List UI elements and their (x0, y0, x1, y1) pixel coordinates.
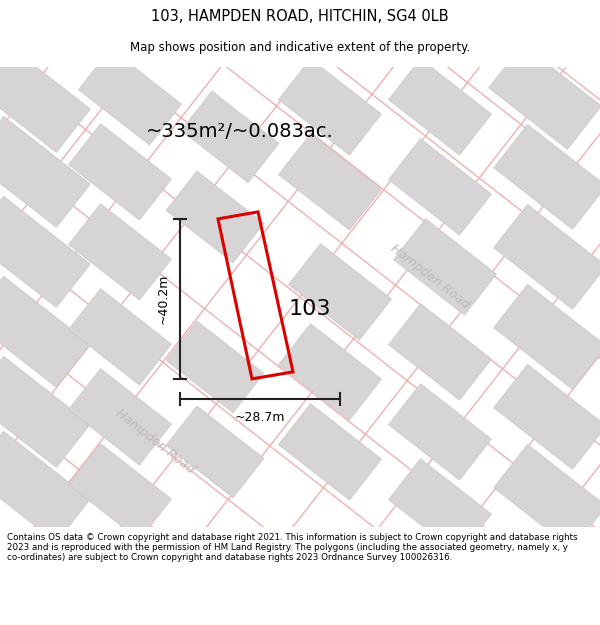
Polygon shape (289, 244, 391, 340)
Polygon shape (166, 171, 264, 262)
Polygon shape (389, 459, 491, 555)
Polygon shape (68, 204, 172, 300)
Text: ~40.2m: ~40.2m (157, 274, 170, 324)
Polygon shape (494, 204, 600, 309)
Polygon shape (394, 219, 496, 315)
Polygon shape (0, 41, 90, 152)
Text: Hampden Road: Hampden Road (388, 242, 472, 312)
Polygon shape (0, 356, 90, 468)
Polygon shape (494, 124, 600, 229)
Polygon shape (68, 124, 172, 220)
Polygon shape (166, 406, 264, 498)
Text: Contains OS data © Crown copyright and database right 2021. This information is : Contains OS data © Crown copyright and d… (7, 532, 578, 562)
Polygon shape (494, 444, 600, 549)
Text: Hampden Road: Hampden Road (113, 407, 197, 477)
Polygon shape (389, 304, 491, 400)
Polygon shape (278, 324, 382, 420)
Polygon shape (494, 364, 600, 469)
Text: Map shows position and indicative extent of the property.: Map shows position and indicative extent… (130, 41, 470, 54)
Text: ~335m²/~0.083ac.: ~335m²/~0.083ac. (146, 122, 334, 141)
Polygon shape (0, 276, 90, 388)
Polygon shape (389, 59, 491, 155)
Polygon shape (68, 444, 172, 540)
Polygon shape (494, 284, 600, 389)
Polygon shape (68, 289, 172, 385)
Text: 103: 103 (289, 299, 331, 319)
Polygon shape (278, 134, 382, 230)
Polygon shape (0, 196, 90, 308)
Polygon shape (166, 321, 264, 412)
Text: 103, HAMPDEN ROAD, HITCHIN, SG4 0LB: 103, HAMPDEN ROAD, HITCHIN, SG4 0LB (151, 9, 449, 24)
Polygon shape (389, 139, 491, 235)
Polygon shape (68, 369, 172, 465)
Polygon shape (278, 59, 382, 155)
Polygon shape (488, 44, 600, 149)
Polygon shape (0, 431, 90, 542)
Polygon shape (389, 384, 491, 480)
Polygon shape (79, 49, 181, 145)
Polygon shape (278, 404, 382, 500)
Polygon shape (181, 91, 279, 182)
Polygon shape (0, 116, 90, 228)
Text: ~28.7m: ~28.7m (235, 411, 285, 424)
